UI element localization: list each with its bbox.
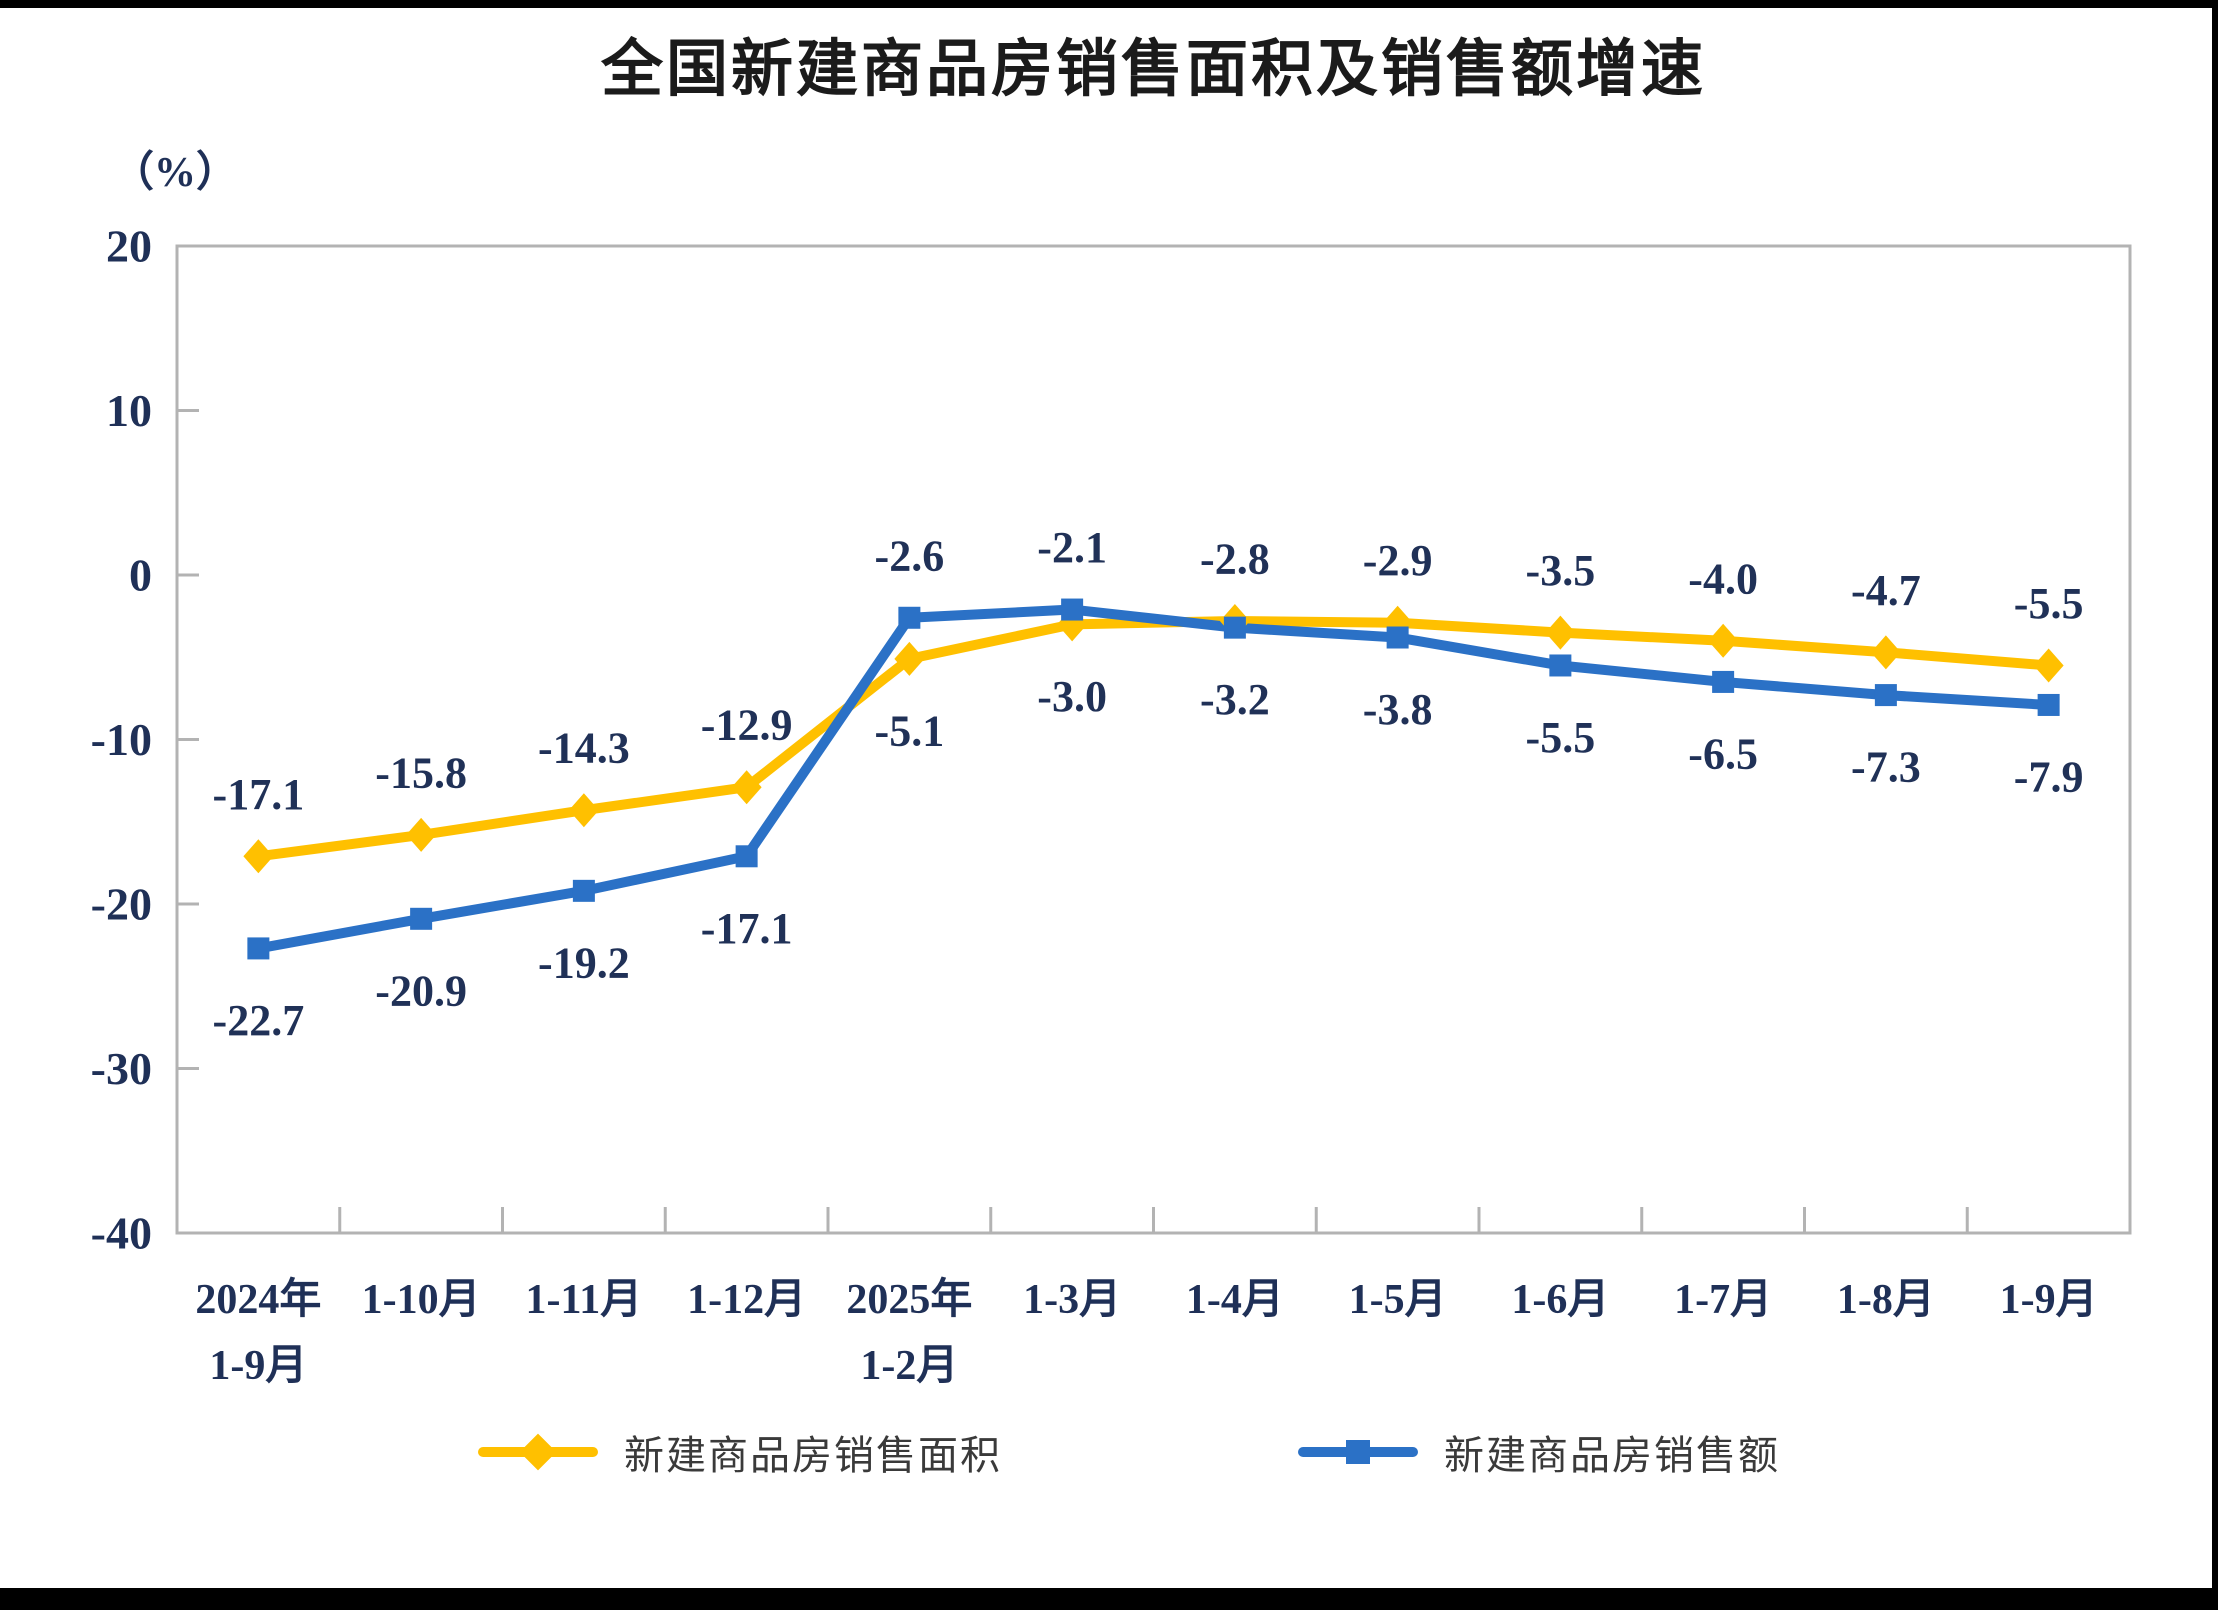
x-axis-category-label: 2024年 — [195, 1276, 321, 1323]
data-label: -2.9 — [1363, 536, 1433, 585]
series-marker-diamond — [1870, 635, 1901, 670]
data-label: -17.1 — [701, 904, 793, 953]
y-axis-tick-label: 20 — [106, 221, 152, 272]
legend-diamond-icon — [519, 1433, 557, 1471]
legend-square-icon — [1346, 1440, 1370, 1464]
y-axis-tick-label: 0 — [129, 550, 152, 601]
x-axis-category-label: 1-12月 — [687, 1277, 806, 1323]
data-label: -7.9 — [2014, 752, 2084, 801]
data-label: -2.8 — [1200, 535, 1270, 584]
series-marker-diamond — [568, 793, 599, 828]
x-axis-category-label: 1-11月 — [526, 1277, 643, 1323]
bottom-edge-bar — [0, 1588, 2218, 1610]
series-marker-square — [2037, 693, 2060, 716]
top-edge-bar — [0, 0, 2218, 8]
chart-title: 全国新建商品房销售面积及销售额增速 — [600, 35, 1706, 104]
data-label: -7.3 — [1851, 743, 1921, 792]
data-label: -5.1 — [875, 706, 945, 755]
data-label: -3.0 — [1037, 672, 1107, 721]
y-axis-tick-label: -10 — [91, 714, 152, 765]
series-marker-square — [1874, 684, 1897, 707]
x-axis-category-label: 1-7月 — [1674, 1277, 1772, 1323]
data-label: -22.7 — [213, 996, 305, 1045]
legend-label-sales-value: 新建商品房销售额 — [1444, 1433, 1780, 1478]
series-marker-diamond — [406, 817, 437, 852]
x-axis-category-label: 1-9月 — [209, 1343, 307, 1389]
series-marker-square — [735, 845, 758, 868]
y-axis-unit-label: （%） — [112, 150, 239, 196]
series-marker-square — [1223, 616, 1246, 639]
x-axis-category-label: 1-8月 — [1837, 1277, 1935, 1323]
data-label: -5.5 — [2014, 579, 2084, 628]
right-edge-bar — [2212, 0, 2218, 1610]
x-axis-category-label: 2025年 — [846, 1276, 972, 1323]
series-marker-square — [410, 907, 433, 930]
series-marker-diamond — [1708, 623, 1739, 658]
series-marker-square — [1712, 670, 1735, 693]
series-marker-square — [572, 879, 595, 902]
data-label: -14.3 — [538, 724, 630, 773]
x-axis-category-label: 1-2月 — [860, 1343, 958, 1389]
series-marker-square — [1549, 654, 1572, 677]
x-axis-category-label: 1-5月 — [1349, 1277, 1447, 1323]
legend-item-sales-area: 新建商品房销售面积 — [478, 1424, 1002, 1480]
legend-marker-sales-area-icon — [478, 1424, 598, 1480]
y-axis-tick-label: 10 — [106, 385, 152, 436]
x-axis-category-label: 1-3月 — [1023, 1277, 1121, 1323]
y-axis-tick-label: -20 — [91, 879, 152, 930]
series-marker-diamond — [243, 839, 274, 874]
series-marker-square — [247, 937, 270, 960]
series-line-0 — [253, 616, 2054, 862]
x-axis-category-label: 1-4月 — [1186, 1277, 1284, 1323]
series-line-1 — [253, 604, 2054, 954]
data-label: -2.6 — [875, 531, 945, 580]
data-label: -17.1 — [213, 770, 305, 819]
legend-item-sales-value: 新建商品房销售额 — [1298, 1424, 1780, 1480]
data-label: -3.2 — [1200, 675, 1270, 724]
series-marker-diamond — [2033, 648, 2064, 683]
series-marker-diamond — [731, 770, 762, 805]
y-axis-tick-label: -30 — [91, 1043, 152, 1094]
series-marker-diamond — [1545, 615, 1576, 650]
data-label: -4.0 — [1688, 554, 1758, 603]
data-label: -12.9 — [701, 701, 793, 750]
legend-marker-sales-value-icon — [1298, 1424, 1418, 1480]
x-axis-category-label: 1-6月 — [1511, 1277, 1609, 1323]
data-label: -20.9 — [375, 966, 467, 1015]
series-marker-diamond — [894, 641, 925, 676]
x-axis-category-label: 1-10月 — [362, 1277, 481, 1323]
data-label: -6.5 — [1688, 729, 1758, 778]
legend-label-sales-area: 新建商品房销售面积 — [624, 1433, 1002, 1478]
data-label: -3.5 — [1526, 546, 1596, 595]
y-axis-tick-label: -40 — [91, 1208, 152, 1259]
data-label: -19.2 — [538, 938, 630, 987]
data-label: -2.1 — [1037, 523, 1107, 572]
data-label: -15.8 — [375, 748, 467, 797]
series-marker-square — [1386, 626, 1409, 649]
plot-frame — [175, 244, 2132, 1235]
data-label: -5.5 — [1526, 713, 1596, 762]
data-label: -4.7 — [1851, 566, 1921, 615]
series-marker-square — [1061, 598, 1084, 621]
x-axis-category-label: 1-9月 — [2000, 1277, 2098, 1323]
data-label: -3.8 — [1363, 685, 1433, 734]
series-marker-square — [898, 606, 921, 629]
